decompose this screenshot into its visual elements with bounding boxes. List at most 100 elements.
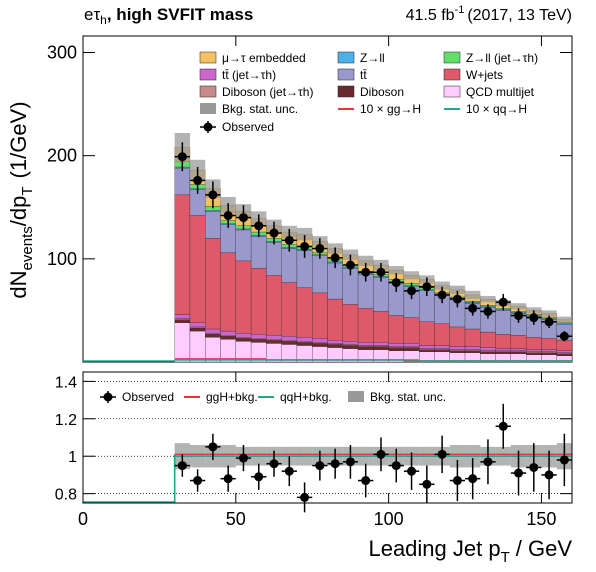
stack-segment — [174, 318, 191, 320]
stack-segment — [327, 262, 343, 300]
observed-point — [376, 267, 386, 277]
title-part: , high SVFIT mass — [107, 5, 253, 24]
observed-point — [330, 253, 340, 263]
legend-swatch — [199, 68, 217, 81]
stack-segment — [205, 210, 221, 212]
stack-segment — [327, 298, 343, 341]
legend-label: μ→τ embedded — [222, 51, 306, 65]
observed-point — [238, 453, 248, 463]
legend-label: Diboson — [360, 85, 404, 99]
stack-segment — [434, 323, 450, 346]
observed-point — [284, 235, 294, 245]
stack-segment — [480, 350, 496, 352]
observed-point — [407, 466, 417, 476]
stack-segment — [266, 275, 282, 336]
legend-marker — [203, 122, 213, 132]
stack-segment — [541, 338, 557, 350]
observed-point — [345, 260, 355, 270]
observed-point — [193, 175, 203, 185]
stack-segment — [189, 326, 206, 329]
legend-label: Bkg. stat. unc. — [370, 390, 446, 404]
stack-segment — [189, 322, 206, 328]
stack-segment — [174, 314, 191, 319]
legend-label: Observed — [122, 390, 174, 404]
stack-segment — [373, 345, 389, 347]
observed-point — [514, 468, 524, 478]
stack-segment — [205, 211, 221, 239]
stack-segment — [449, 346, 466, 350]
stack-segment — [403, 346, 420, 348]
stack-segment — [189, 215, 206, 323]
stack-segment — [541, 352, 557, 355]
observed-point — [437, 290, 447, 300]
stack-segment — [266, 339, 282, 341]
lumi-sup: -1 — [455, 4, 465, 16]
stack-segment — [526, 337, 542, 350]
xlabel-part: / GeV — [516, 536, 573, 561]
legend-label: QCD multijet — [466, 85, 535, 99]
legend-label: tt̄ — [360, 68, 367, 82]
stack-segment — [541, 351, 557, 353]
stack-segment — [419, 349, 435, 352]
stack-segment — [357, 345, 374, 347]
stack-segment — [526, 351, 542, 353]
stack-segment — [449, 349, 466, 351]
observed-point — [193, 476, 203, 486]
stack-segment — [357, 346, 374, 350]
observed-point — [238, 213, 248, 223]
stack-segment — [403, 317, 420, 344]
observed-point — [208, 190, 218, 200]
observed-point — [452, 294, 462, 304]
observed-point — [269, 228, 279, 238]
stack-segment — [342, 344, 359, 346]
stat-unc-band — [434, 281, 450, 290]
stat-unc-band — [296, 227, 313, 241]
stat-unc-band — [403, 271, 420, 280]
x-tick-label: 50 — [226, 509, 246, 529]
stack-segment — [556, 322, 573, 324]
stack-segment — [510, 348, 527, 351]
stack-segment — [312, 255, 328, 294]
stack-segment — [510, 350, 527, 352]
stat-unc-band — [510, 303, 527, 310]
legend-marker — [103, 392, 113, 402]
observed-point — [315, 461, 325, 471]
stack-segment — [556, 323, 573, 326]
observed-point — [452, 476, 462, 486]
legend-swatch — [337, 85, 355, 98]
stack-segment — [495, 310, 512, 335]
xlabel-sub: T — [501, 549, 510, 566]
stack-segment — [312, 343, 328, 347]
observed-point — [498, 297, 508, 307]
stack-segment — [464, 346, 481, 350]
stack-segment — [434, 348, 450, 350]
observed-point — [483, 457, 493, 467]
stack-segment — [495, 348, 512, 351]
stat-unc-band — [388, 266, 404, 275]
observed-point — [422, 282, 432, 292]
stack-segment — [373, 342, 389, 346]
legend-swatch — [199, 51, 217, 64]
stack-segment — [250, 339, 267, 343]
observed-point — [483, 306, 493, 316]
legend-swatch — [200, 103, 216, 114]
stack-segment — [235, 332, 252, 338]
y-tick-label: 200 — [47, 146, 77, 166]
legend-swatch — [348, 391, 364, 402]
legend-swatch — [337, 51, 355, 64]
lumi-part: (2017, 13 TeV) — [467, 7, 572, 24]
stack-segment — [312, 292, 328, 339]
ylabel-part: dN — [6, 270, 31, 298]
observed-point — [468, 474, 478, 484]
observed-point — [254, 472, 264, 482]
stack-segment — [495, 333, 512, 349]
stack-segment — [296, 337, 313, 342]
stack-segment — [250, 267, 267, 335]
ylabel-part: /dp — [6, 196, 31, 227]
legend-swatch — [443, 51, 461, 64]
title-sub: h — [100, 13, 107, 27]
stack-segment — [373, 277, 389, 312]
observed-point — [559, 455, 569, 465]
observed-point — [300, 241, 310, 251]
